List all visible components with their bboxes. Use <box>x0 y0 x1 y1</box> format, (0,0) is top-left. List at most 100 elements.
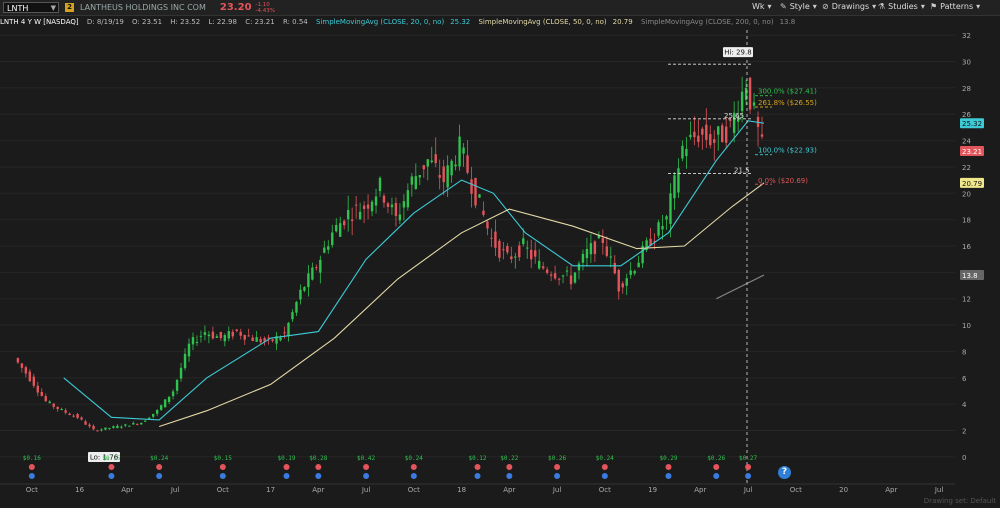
earnings-marker <box>554 464 561 470</box>
x-tick-label: Oct <box>408 486 420 494</box>
low-label-box <box>88 452 120 462</box>
drawings-button[interactable]: ⊘ Drawings ▾ <box>822 2 876 11</box>
candle-body <box>223 335 227 342</box>
dividend-label: $0.22 <box>500 455 518 462</box>
candle-body <box>211 331 215 339</box>
candle-body <box>203 332 207 335</box>
candle-body <box>581 253 585 263</box>
candle-body <box>243 334 246 340</box>
candle-body <box>462 147 465 154</box>
candle-body <box>728 119 732 121</box>
candle-body <box>633 270 636 274</box>
candle-body <box>16 358 20 363</box>
dividend-marker <box>601 473 608 479</box>
style-button[interactable]: ✎ Style ▾ <box>780 2 817 11</box>
candle-body <box>374 196 378 206</box>
fib-level-label: 25.65 <box>724 112 744 120</box>
x-tick-label: Oct <box>599 486 611 494</box>
top-toolbar: LNTH ▼ 2 LANTHEUS HOLDINGS INC COM 23.20 … <box>0 0 1000 16</box>
x-tick-label: Jul <box>170 486 180 494</box>
x-tick-label: 20 <box>839 486 848 494</box>
y-tick-label: 22 <box>962 164 971 172</box>
x-tick-label: Apr <box>885 486 897 494</box>
earnings-marker <box>506 464 513 470</box>
candle-body <box>163 399 167 408</box>
y-tick-label: 16 <box>962 243 971 251</box>
candle-body <box>486 221 489 229</box>
drawings-label: Drawings <box>831 2 870 11</box>
candle-body <box>553 273 557 279</box>
symbol-input[interactable]: LNTH ▼ <box>3 2 59 13</box>
help-icon[interactable]: ? <box>778 466 791 479</box>
dividend-label: $0.24 <box>405 455 423 462</box>
candle-body <box>235 329 238 331</box>
candle-body <box>299 289 302 300</box>
y-tick-label: 8 <box>962 348 966 356</box>
y-tick-label: 24 <box>962 138 971 146</box>
candle-body <box>661 226 664 230</box>
dividend-label: $0.15 <box>102 455 120 462</box>
sma50-label[interactable]: SimpleMovingAvg (CLOSE, 50, 0, no) <box>478 18 607 26</box>
candle-body <box>665 216 668 220</box>
period-button[interactable]: Wk ▾ <box>752 2 772 11</box>
candle-body <box>96 430 99 432</box>
candle-body <box>625 278 628 286</box>
candle-body <box>283 332 286 334</box>
candle-body <box>263 338 266 342</box>
candle-body <box>287 322 290 337</box>
x-tick-label: Oct <box>790 486 802 494</box>
candle-body <box>199 335 203 337</box>
candle-body <box>76 413 79 418</box>
change-value: -1.10 <box>255 1 270 8</box>
candle-body <box>609 256 613 258</box>
candle-body <box>239 331 242 336</box>
candle-body <box>327 246 330 250</box>
candle-body <box>52 403 55 407</box>
style-icon: ✎ <box>780 2 787 11</box>
earnings-marker <box>28 464 35 470</box>
candle-body <box>100 429 103 431</box>
candle-body <box>187 343 191 357</box>
drawing-set-label[interactable]: Drawing set: Default <box>923 497 996 505</box>
candle-body <box>315 267 318 269</box>
sma20-line <box>63 120 765 421</box>
chevron-down-icon[interactable]: ▼ <box>50 4 56 12</box>
candle-body <box>398 214 402 221</box>
candle-body <box>434 154 437 164</box>
candle-body <box>136 423 139 425</box>
earnings-marker <box>713 464 720 470</box>
candle-body <box>116 425 119 429</box>
link-group-badge[interactable]: 2 <box>65 3 74 12</box>
dividend-label: $0.26 <box>548 455 566 462</box>
dividend-label: $0.27 <box>739 455 757 462</box>
candle-body <box>518 245 521 258</box>
x-tick-label: Jul <box>361 486 371 494</box>
high-label-box <box>723 47 753 58</box>
dividend-markers: $0.16 $0.15 $0.24 $0.15 $0.19 $0.28 $0.42 $0.24… <box>23 455 758 479</box>
price-change: -1.10 -4.43% <box>256 2 275 14</box>
info-low: L: 22.98 <box>208 18 237 26</box>
sma20-label[interactable]: SimpleMovingAvg (CLOSE, 20, 0, no) <box>316 18 445 26</box>
studies-button[interactable]: ⚗ Studies ▾ <box>878 2 925 11</box>
patterns-button[interactable]: ⚑ Patterns ▾ <box>930 2 980 11</box>
earnings-marker <box>745 464 752 470</box>
earnings-marker <box>219 464 226 470</box>
candle-body <box>132 423 135 425</box>
candle-body <box>179 367 183 379</box>
sma200-label[interactable]: SimpleMovingAvg (CLOSE, 200, 0, no) <box>640 18 774 26</box>
candle-body <box>92 425 95 430</box>
candle-body <box>522 238 525 245</box>
candle-body <box>442 166 445 183</box>
candle-body <box>175 379 179 391</box>
candle-body <box>291 312 294 320</box>
last-price: 23.20 <box>219 2 252 13</box>
fibonacci-extension[interactable]: 300.0% ($27.41)261.8% ($26.55)100.0% ($2… <box>88 47 984 462</box>
info-open: O: 23.51 <box>132 18 163 26</box>
period-label: Wk <box>752 2 765 11</box>
candle-body <box>155 410 159 414</box>
dividend-marker <box>745 473 752 479</box>
fib-0-label: 0.0% ($20.69) <box>758 177 808 185</box>
x-tick-label: Apr <box>503 486 515 494</box>
dividend-marker <box>554 473 561 479</box>
